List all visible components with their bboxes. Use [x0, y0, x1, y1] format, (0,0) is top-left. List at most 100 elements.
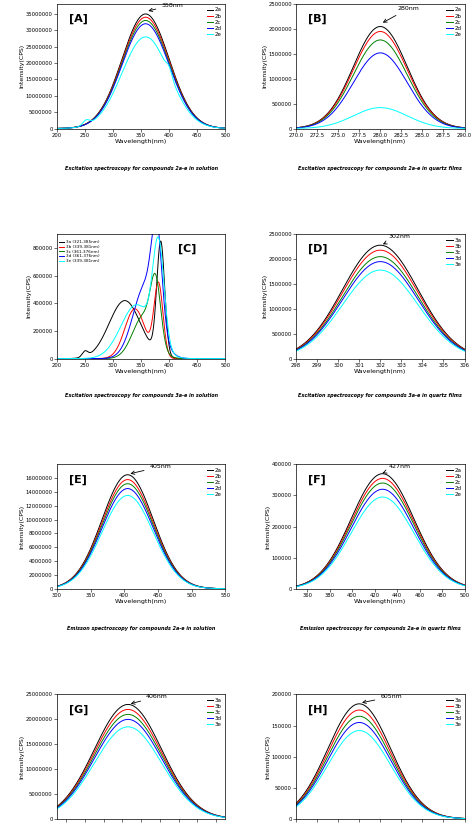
2d — [462, 123, 467, 133]
2a — [375, 22, 381, 32]
2d — [132, 487, 137, 497]
3a — [375, 240, 381, 250]
3e — [371, 267, 376, 277]
3a — [356, 699, 362, 709]
2b — [136, 16, 142, 26]
3b — [293, 799, 299, 809]
2a — [222, 123, 228, 133]
3b — [293, 345, 299, 355]
3a — [293, 798, 299, 808]
2c — [218, 584, 223, 593]
3d — [426, 311, 432, 321]
2e — [302, 579, 308, 589]
3c (361-376nm) — [63, 354, 68, 364]
3c — [293, 800, 299, 810]
3a (321-385nm) — [222, 354, 228, 364]
3d — [302, 793, 308, 802]
Legend: 3a, 3b, 3c, 3d, 3e: 3a, 3b, 3c, 3d, 3e — [445, 237, 462, 267]
3c — [136, 714, 142, 724]
3c — [63, 795, 68, 805]
3d — [371, 258, 376, 268]
Line: 3d: 3d — [296, 262, 465, 351]
2b — [371, 478, 376, 488]
3d — [371, 727, 376, 737]
2b — [187, 104, 192, 114]
3e — [457, 344, 463, 354]
Legend: 3a, 3b, 3c, 3d, 3e: 3a, 3b, 3c, 3d, 3e — [206, 697, 223, 728]
3a — [218, 811, 223, 821]
3d — [457, 813, 463, 823]
2b — [426, 546, 432, 556]
3a — [426, 304, 432, 314]
3b — [457, 813, 463, 823]
3a — [375, 718, 381, 728]
3c — [302, 340, 308, 350]
Text: [E]: [E] — [69, 474, 87, 485]
3c (361-376nm) — [218, 354, 223, 364]
2c — [132, 482, 137, 492]
3e (339-381nm) — [63, 354, 68, 364]
Y-axis label: Intensity(CPS): Intensity(CPS) — [19, 735, 24, 779]
3c — [125, 709, 131, 719]
3e — [457, 813, 463, 823]
3e — [371, 734, 376, 744]
3a — [222, 812, 228, 822]
3c — [371, 253, 376, 263]
Line: 2c: 2c — [57, 484, 225, 588]
Text: 280nm: 280nm — [383, 7, 419, 22]
2d — [293, 582, 299, 592]
2c — [371, 38, 376, 48]
3e (339-381nm) — [187, 354, 192, 364]
3b — [132, 706, 137, 716]
2a — [63, 123, 68, 133]
2d — [293, 123, 299, 133]
2d — [375, 486, 381, 495]
Line: 3b (339-381nm): 3b (339-381nm) — [57, 282, 225, 359]
2a — [187, 578, 192, 588]
Text: Excitation spectroscopy for compounds 3a-e in quartz films: Excitation spectroscopy for compounds 3a… — [298, 393, 462, 398]
3c — [371, 722, 376, 732]
Text: 358nm: 358nm — [149, 2, 183, 12]
3e — [218, 811, 223, 821]
3a — [302, 338, 308, 348]
Line: 2d: 2d — [57, 24, 225, 128]
2a — [462, 580, 467, 590]
Line: 2c: 2c — [296, 40, 465, 128]
3d (361-376nm) — [63, 354, 68, 364]
2a — [457, 123, 463, 133]
2e — [218, 584, 223, 593]
3b (339-381nm) — [222, 354, 228, 364]
2b — [457, 579, 463, 588]
3a — [457, 813, 463, 823]
2a — [371, 473, 376, 483]
2d — [457, 123, 463, 133]
Line: 2d: 2d — [296, 489, 465, 587]
Line: 3d: 3d — [296, 723, 465, 819]
2b — [302, 579, 308, 588]
2b — [426, 105, 432, 114]
Line: 2a: 2a — [296, 474, 465, 586]
2e — [426, 119, 432, 129]
2d — [143, 19, 148, 29]
3e (339-381nm) — [222, 354, 228, 364]
2b — [131, 25, 137, 35]
Text: Excitation spectroscopy for compounds 2a-e in quartz films: Excitation spectroscopy for compounds 2a… — [298, 165, 462, 171]
2e — [371, 104, 376, 114]
X-axis label: Wavelength(nm): Wavelength(nm) — [115, 370, 167, 374]
2d — [302, 579, 308, 589]
2e — [457, 123, 463, 133]
2e — [457, 123, 463, 133]
2e — [375, 103, 381, 113]
3a — [187, 793, 192, 802]
3c — [426, 309, 432, 319]
3a (321-385nm) — [54, 354, 60, 364]
Y-axis label: Intensity(CPS): Intensity(CPS) — [262, 44, 267, 88]
3b — [371, 247, 376, 257]
2a — [222, 584, 228, 593]
2a — [218, 584, 223, 593]
Legend: 2a, 2b, 2c, 2d, 2e: 2a, 2b, 2c, 2d, 2e — [445, 467, 462, 498]
3d — [457, 343, 463, 353]
2b — [222, 584, 228, 593]
Text: [A]: [A] — [69, 14, 88, 25]
2d — [218, 584, 223, 593]
